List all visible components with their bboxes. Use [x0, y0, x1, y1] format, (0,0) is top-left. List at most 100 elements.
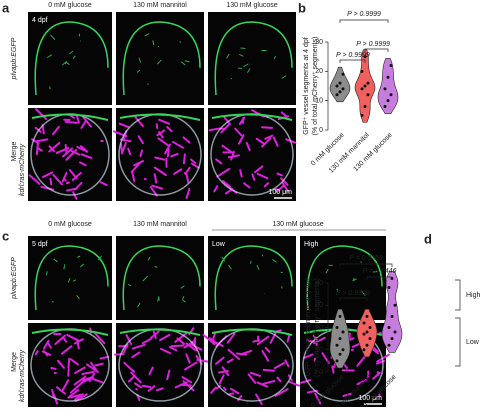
row-label: plvapb:EGFP	[11, 37, 18, 80]
data-point	[390, 64, 393, 67]
vessel	[264, 370, 274, 371]
data-point	[336, 359, 339, 362]
vessel	[121, 144, 122, 154]
data-point	[369, 326, 372, 329]
panel-label: c	[2, 228, 9, 243]
row-label: plvapb:EGFP	[11, 257, 18, 300]
range-bracket	[455, 280, 460, 310]
data-point	[363, 333, 366, 336]
vessel	[360, 262, 361, 263]
micrograph	[28, 12, 112, 105]
vessel	[155, 174, 156, 182]
scale-label: 100 μm	[269, 189, 293, 196]
vessel	[281, 272, 283, 273]
data-point	[364, 105, 367, 108]
column-label: 130 mM mannitol	[133, 221, 187, 228]
data-point	[367, 93, 370, 96]
p-value: P = 0.0258	[349, 255, 383, 262]
vessel	[378, 372, 379, 375]
y-axis-label: GFP⁺ vessel segments at 4 dpf	[303, 37, 310, 135]
vessel	[67, 183, 69, 184]
bracket	[340, 20, 388, 23]
data-point	[363, 322, 366, 325]
y-axis-label: (% of total mCherry⁺ segments)	[312, 37, 319, 136]
data-point	[369, 337, 372, 340]
micrograph	[116, 12, 204, 105]
data-point	[366, 315, 369, 318]
column-label: 130 mM glucose	[226, 2, 277, 9]
data-point	[339, 353, 342, 356]
micrograph	[28, 236, 112, 320]
p-value: P > 0.9999	[336, 52, 370, 59]
micrograph	[208, 323, 296, 407]
row-label: Merge	[11, 352, 18, 372]
data-point	[364, 85, 367, 88]
data-point	[384, 87, 387, 90]
data-point	[339, 82, 342, 85]
vessel	[262, 127, 272, 128]
vessel	[171, 346, 183, 347]
data-point	[336, 85, 339, 88]
data-point	[336, 326, 339, 329]
data-point	[366, 344, 369, 347]
data-point	[361, 70, 364, 73]
data-point	[366, 330, 369, 333]
vessel	[224, 388, 226, 390]
data-point	[390, 93, 393, 96]
vessel	[66, 145, 67, 153]
data-point	[391, 315, 394, 318]
range-label: High	[466, 292, 481, 299]
panel-label: a	[2, 0, 10, 15]
micrograph	[208, 12, 296, 105]
data-point	[361, 114, 364, 117]
column-label: 0 mM glucose	[48, 221, 92, 228]
vessel	[50, 179, 51, 184]
vessel	[52, 390, 53, 396]
data-point	[388, 286, 391, 289]
vessel	[231, 78, 232, 79]
data-point	[342, 330, 345, 333]
vessel	[66, 122, 77, 123]
column-label: 0 mM glucose	[48, 2, 92, 9]
stage-label: 5 dpf	[32, 241, 48, 248]
vessel	[77, 342, 78, 349]
channel-label: kdrl:ras-mCherry	[19, 143, 26, 196]
data-point	[363, 348, 366, 351]
range-bracket	[455, 318, 460, 366]
p-value: P = 0.2446	[363, 268, 397, 275]
vessel	[240, 170, 241, 176]
p-value: P > 0.9999	[356, 41, 390, 48]
y-axis-label: GFP⁺ vessel segments at 5 dpf	[305, 279, 312, 377]
data-point	[336, 93, 339, 96]
column-label: 130 mM glucose	[272, 221, 323, 228]
data-point	[361, 87, 364, 90]
data-point	[384, 105, 387, 108]
p-value: P > 0.9999	[336, 290, 370, 297]
vessel	[51, 368, 55, 369]
data-point	[387, 99, 390, 102]
data-point	[336, 344, 339, 347]
vessel	[68, 359, 69, 368]
micrograph	[208, 236, 296, 320]
data-point	[342, 87, 345, 90]
vessel	[184, 154, 185, 163]
vessel	[168, 149, 169, 156]
range-label: Low	[466, 339, 480, 346]
data-point	[342, 73, 345, 76]
data-point	[387, 76, 390, 79]
p-value: P > 0.9999	[347, 11, 381, 18]
column-label: 130 mM mannitol	[133, 2, 187, 9]
data-point	[391, 337, 394, 340]
channel-label: kdrl:ras-mCherry	[19, 349, 26, 402]
data-point	[339, 337, 342, 340]
y-axis-label: (% of total mCherry⁺ segments)	[314, 278, 321, 377]
vessel	[143, 386, 150, 387]
row-label: Merge	[11, 141, 18, 161]
data-point	[367, 82, 370, 85]
data-point	[388, 344, 391, 347]
stage-label: 4 dpf	[32, 17, 48, 24]
vessel	[185, 173, 186, 174]
violin	[378, 58, 398, 113]
